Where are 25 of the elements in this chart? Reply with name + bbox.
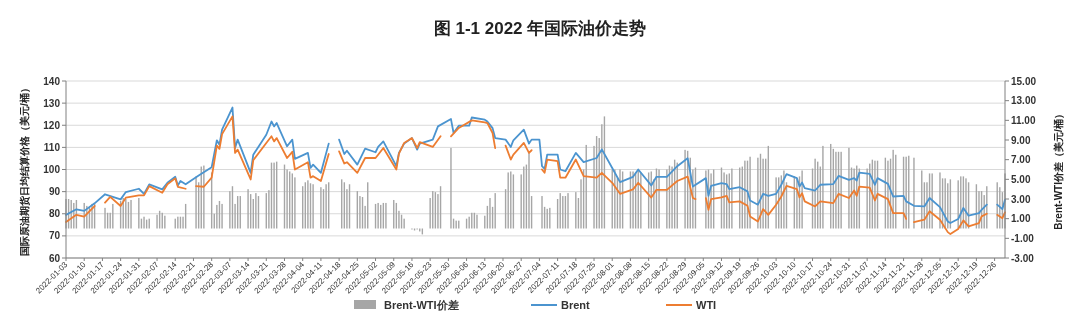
- y-tick-label: 140: [43, 75, 61, 87]
- y-tick-label: 130: [43, 97, 61, 109]
- y-tick-label: 60: [48, 252, 61, 264]
- y2-tick-label: 15.00: [1011, 75, 1037, 87]
- legend-label: Brent-WTI价差: [384, 299, 459, 311]
- y2-tick-label: 7.00: [1011, 154, 1031, 166]
- y-axis-title: 国际原油期货日均结算价格（美元/桶）: [19, 83, 30, 256]
- y2-tick-label: 9.00: [1011, 134, 1031, 146]
- legend-label: Brent: [561, 299, 591, 311]
- y2-tick-label: 3.00: [1011, 193, 1031, 205]
- y-tick-label: 80: [48, 208, 61, 220]
- y2-tick-label: 5.00: [1011, 173, 1031, 185]
- y-tick-label: 100: [43, 164, 61, 175]
- y2-tick-label: 13.00: [1011, 95, 1037, 107]
- y-tick-label: 90: [48, 186, 61, 198]
- y2-tick-label: 1.00: [1011, 213, 1031, 225]
- y-tick-label: 110: [43, 141, 61, 153]
- y2-tick-label: -1.00: [1011, 232, 1035, 244]
- y2-tick-label: -3.00: [1011, 252, 1035, 264]
- y-tick-label: 120: [43, 119, 61, 131]
- y2-tick-label: 11.00: [1011, 114, 1036, 126]
- legend-label: WTI: [696, 299, 717, 311]
- chart-title: 图 1-1 2022 年国际油价走势: [433, 19, 647, 38]
- y-tick-label: 70: [48, 230, 61, 242]
- y2-axis-title: Brent-WTI价差（美元/桶）: [1053, 109, 1064, 230]
